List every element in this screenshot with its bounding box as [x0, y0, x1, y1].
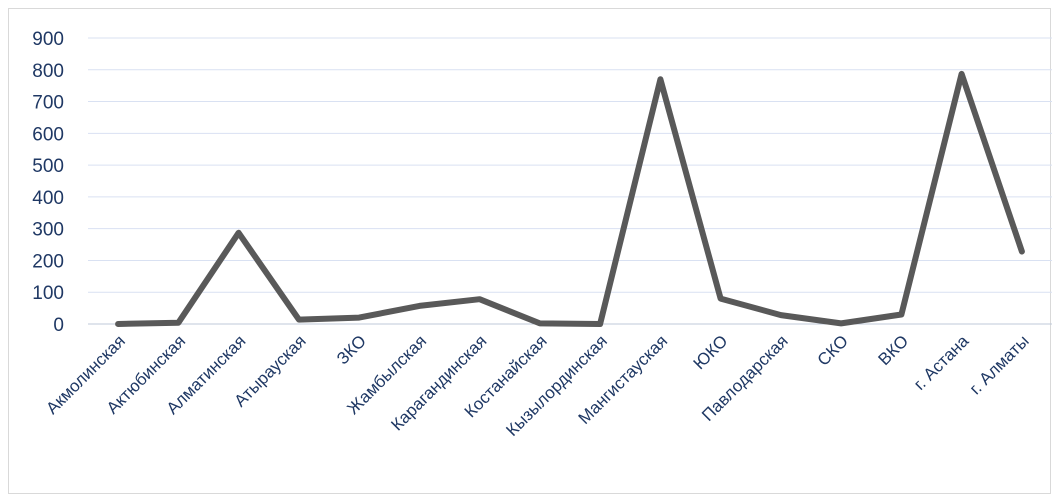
- x-tick-label: ЮКО: [690, 331, 732, 373]
- x-tick-label: ВКО: [875, 331, 913, 369]
- series-line: [115, 70, 1025, 327]
- y-tick-label: 400: [32, 188, 64, 209]
- y-tick-label: 900: [32, 29, 64, 50]
- x-tick-label: СКО: [814, 331, 852, 369]
- y-tick-label: 300: [32, 220, 64, 241]
- x-tick-label: г. Алматы: [966, 331, 1033, 398]
- y-tick-label: 800: [32, 61, 64, 82]
- y-tick-label: 600: [32, 124, 64, 145]
- y-tick-label: 100: [32, 283, 64, 304]
- y-axis-ticks: 0 100 200 300 400 500 600 700 800 900: [32, 29, 64, 336]
- series-layer: [115, 70, 1025, 327]
- y-tick-label: 700: [32, 93, 64, 114]
- x-axis-ticks: АкмолинскаяАктюбинскаяАлматинскаяАтыраус…: [42, 331, 1032, 440]
- y-tick-label: 0: [53, 315, 64, 336]
- x-tick-label: ЗКО: [333, 331, 370, 368]
- x-tick-label: Кызылординская: [502, 331, 611, 440]
- y-tick-label: 200: [32, 251, 64, 272]
- chart-frame: [8, 8, 1051, 494]
- y-tick-label: 500: [32, 156, 64, 177]
- x-tick-label: г. Астана: [910, 331, 973, 394]
- gridlines: [88, 37, 1052, 325]
